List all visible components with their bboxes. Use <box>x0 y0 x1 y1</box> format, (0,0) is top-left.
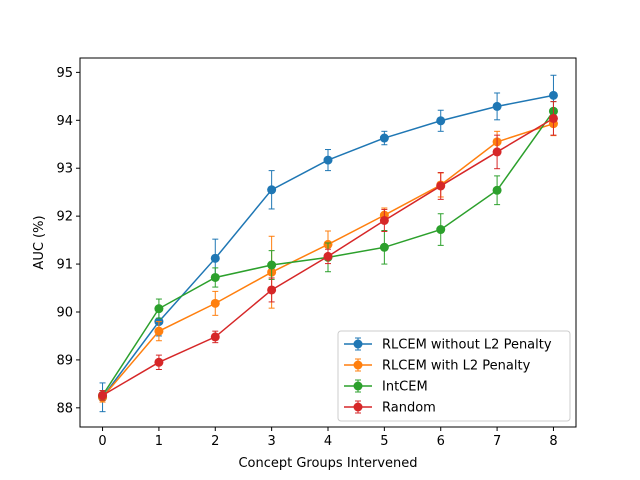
data-point <box>379 133 389 143</box>
y-tick-label: 94 <box>56 114 73 129</box>
data-point <box>436 225 446 235</box>
legend-marker <box>353 402 363 412</box>
y-tick-label: 95 <box>56 66 73 81</box>
x-tick-label: 2 <box>211 434 219 449</box>
data-point <box>492 101 502 111</box>
data-point <box>210 332 220 342</box>
data-point <box>210 272 220 282</box>
legend-label: IntCEM <box>382 380 428 395</box>
legend-marker <box>353 381 363 391</box>
data-point <box>154 326 164 336</box>
data-point <box>267 285 277 295</box>
y-tick-label: 88 <box>56 401 73 416</box>
x-tick-label: 3 <box>267 434 275 449</box>
x-tick-label: 4 <box>324 434 332 449</box>
data-point <box>98 390 108 400</box>
y-tick-label: 91 <box>56 258 73 273</box>
y-axis-label: AUC (%) <box>32 215 47 269</box>
x-axis-label: Concept Groups Intervened <box>238 456 417 471</box>
x-tick-label: 1 <box>155 434 163 449</box>
data-point <box>492 147 502 157</box>
data-point <box>548 90 558 100</box>
data-point <box>379 242 389 252</box>
data-point <box>154 304 164 314</box>
x-axis: 0 1 2 3 4 5 6 7 8 <box>98 427 558 449</box>
series-layer <box>98 74 558 413</box>
legend-label: Random <box>382 401 436 416</box>
legend-box <box>337 330 571 422</box>
data-point <box>436 181 446 191</box>
x-tick-label: 6 <box>437 434 445 449</box>
y-tick-label: 93 <box>56 162 73 177</box>
data-point <box>492 185 502 195</box>
legend: RLCEM without L2 Penalty RLCEM with L2 Pe… <box>337 330 571 422</box>
data-point <box>154 357 164 367</box>
x-tick-label: 8 <box>549 434 557 449</box>
legend-label: RLCEM with L2 Penalty <box>382 359 531 374</box>
x-tick-label: 0 <box>98 434 106 449</box>
data-point <box>548 113 558 123</box>
data-point <box>210 298 220 308</box>
legend-label: RLCEM without L2 Penalty <box>382 338 552 353</box>
data-point <box>379 215 389 225</box>
legend-marker <box>353 339 363 349</box>
y-tick-label: 92 <box>56 210 73 225</box>
data-point <box>267 185 277 195</box>
x-tick-label: 5 <box>380 434 388 449</box>
data-point <box>267 260 277 270</box>
y-tick-label: 90 <box>56 305 73 320</box>
data-point <box>210 253 220 263</box>
x-tick-label: 7 <box>493 434 501 449</box>
data-point <box>436 116 446 126</box>
data-point <box>323 251 333 261</box>
series-3 <box>98 101 558 401</box>
legend-marker <box>353 360 363 370</box>
y-tick-label: 89 <box>56 353 73 368</box>
y-axis: 88 89 90 91 92 93 94 95 <box>56 66 80 416</box>
data-point <box>323 155 333 165</box>
